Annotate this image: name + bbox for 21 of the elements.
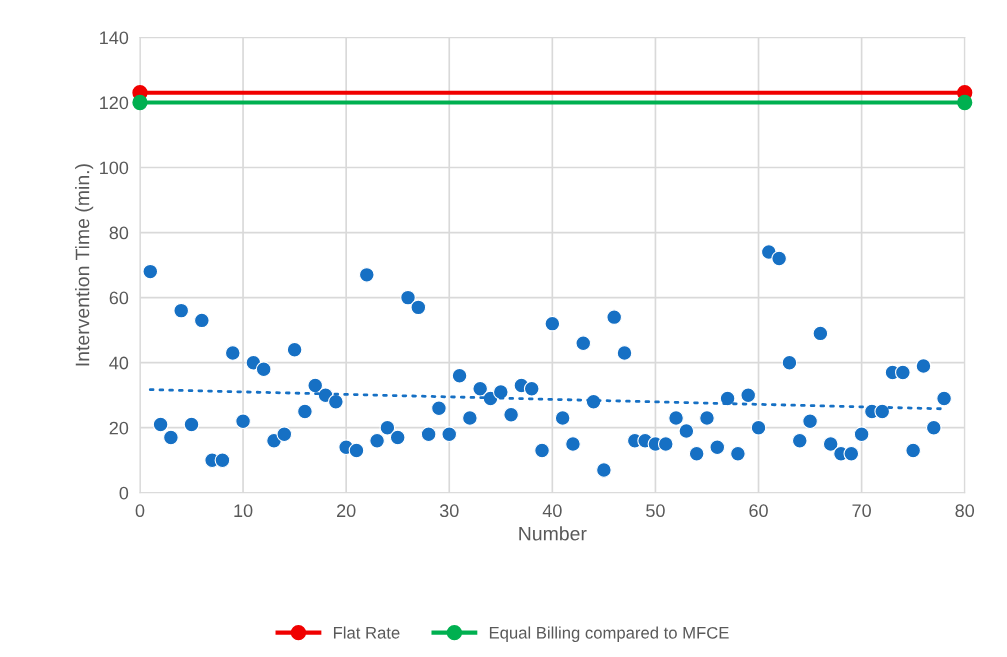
x-tick-label: 80 xyxy=(955,504,975,518)
x-tick-label: 70 xyxy=(852,504,871,518)
legend-label: Equal Billing compared to MFCE xyxy=(489,626,729,642)
y-tick-label: 0 xyxy=(119,486,129,500)
y-tick-label: 120 xyxy=(100,96,129,110)
x-tick-label: 60 xyxy=(749,504,768,518)
y-tick-label: 80 xyxy=(109,226,129,240)
x-tick-label: 30 xyxy=(439,504,459,518)
y-tick-label: 100 xyxy=(100,161,129,175)
x-tick-label: 10 xyxy=(234,504,253,518)
y-tick-label: 40 xyxy=(109,356,129,370)
x-tick-label: 20 xyxy=(337,504,356,518)
x-tick-label: 50 xyxy=(646,504,665,518)
x-tick-label: 40 xyxy=(542,504,562,518)
y-tick-label: 140 xyxy=(100,31,129,45)
y-tick-label: 60 xyxy=(109,291,129,305)
y-axis-title: Intervention Time (min.) xyxy=(75,164,94,366)
x-tick-label: 0 xyxy=(135,504,145,518)
x-axis-title: Number xyxy=(519,526,587,541)
legend-label: Flat Rate xyxy=(333,626,400,639)
y-tick-label: 20 xyxy=(109,421,129,435)
